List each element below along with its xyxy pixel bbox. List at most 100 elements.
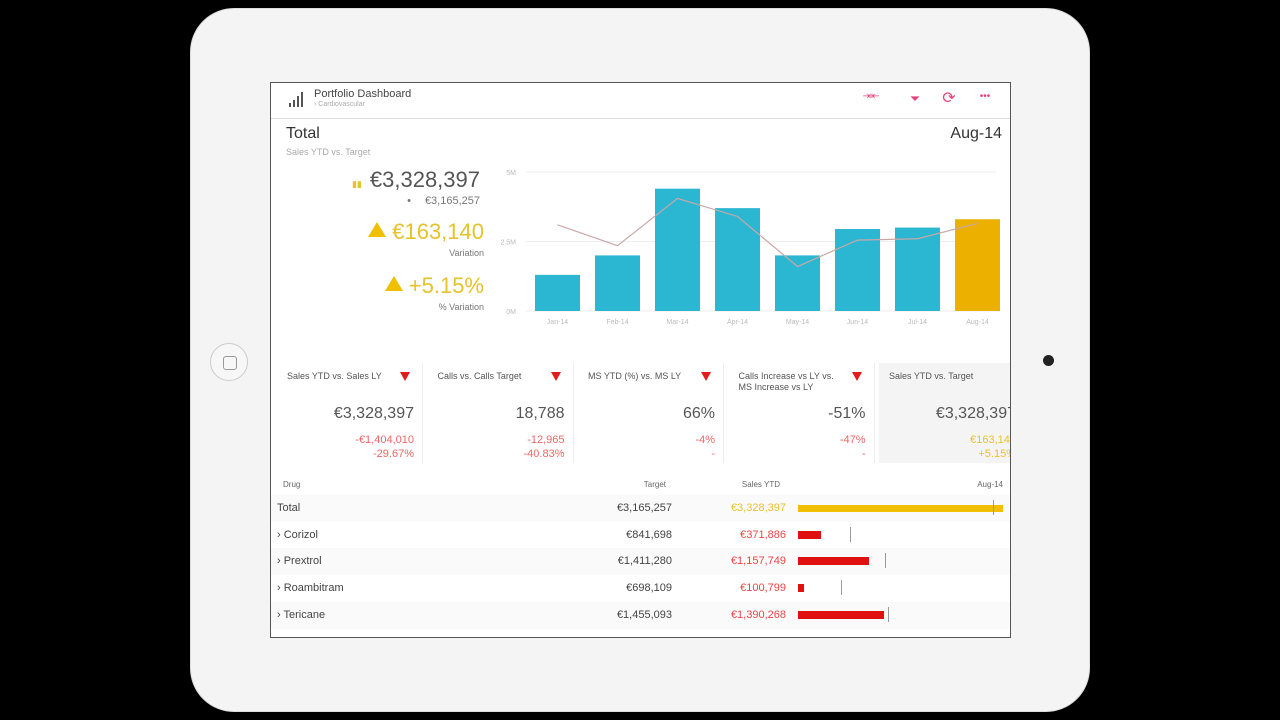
sales-bar — [798, 584, 805, 593]
x-tick-label: Mar-14 — [666, 319, 688, 326]
card-value: 66% — [682, 405, 715, 422]
card-delta: -€1,404,010 — [355, 434, 414, 446]
x-tick-label: Feb-14 — [606, 319, 628, 326]
target-marker — [992, 500, 994, 515]
table-row[interactable]: Total €3,165,257 €3,328,397 — [271, 495, 1010, 522]
card-pct: -29.67% — [373, 448, 414, 460]
target-cell: €1,455,093 — [616, 608, 672, 621]
down-triangle-icon — [851, 372, 862, 381]
sales-bar — [798, 530, 821, 539]
target-marker — [884, 553, 886, 569]
up-triangle-icon — [384, 276, 403, 291]
dashboard-screen: Portfolio Dashboard › Cardiovascular ⇥⇤ … — [270, 82, 1011, 638]
col-period: Aug-14 — [977, 480, 1003, 489]
down-triangle-icon — [550, 372, 561, 381]
card-value: €3,328,397 — [935, 405, 1011, 422]
drug-name[interactable]: › Prextrol — [277, 555, 322, 568]
sales-cell: €1,390,268 — [730, 608, 786, 621]
card-pct: -40.83% — [523, 448, 565, 460]
x-tick-label: Jan-14 — [547, 319, 569, 326]
section-subtitle: Sales YTD vs. Target — [286, 147, 371, 157]
bar-Feb-14 — [595, 255, 640, 311]
target-cell: €3,165,257 — [616, 502, 672, 514]
card-delta: -12,965 — [527, 434, 565, 446]
sales-cell: €3,328,397 — [730, 502, 786, 514]
card-title: Calls Increase vs LY vs. MS Increase vs … — [738, 371, 834, 392]
card-title: MS YTD (%) vs. MS LY — [588, 371, 682, 381]
filter-icon[interactable]: ⏷ — [909, 91, 921, 106]
bar-Jun-14 — [835, 228, 880, 311]
card-value: -51% — [828, 405, 866, 422]
kpi-cards: Sales YTD vs. Sales LY €3,328,397 -€1,40… — [271, 363, 1011, 463]
more-icon[interactable]: ••• — [979, 91, 991, 102]
drug-name: Total — [277, 502, 301, 514]
card-title: Sales YTD vs. Target — [889, 371, 974, 381]
up-triangle-icon — [368, 222, 387, 237]
card-delta: -4% — [695, 434, 715, 446]
bar-chart-logo-icon — [289, 92, 303, 107]
x-tick-label: Aug-14 — [966, 319, 989, 326]
target-cell: €698,109 — [626, 582, 672, 595]
collapse-icon[interactable]: ⇥⇤ — [862, 91, 880, 102]
card-pct: - — [861, 448, 866, 460]
sales-value: ▮▮ €3,328,397 — [351, 167, 480, 192]
card-delta: €163,140 — [970, 434, 1010, 446]
kpi-card[interactable]: Sales YTD vs. Sales LY €3,328,397 -€1,40… — [277, 363, 423, 463]
card-title: Calls vs. Calls Target — [437, 371, 522, 381]
variation-label: Variation — [449, 248, 484, 258]
sales-bar — [798, 505, 1003, 512]
target-cell: €841,698 — [626, 528, 672, 541]
pct-variation-value: +5.15% — [384, 273, 484, 299]
card-value: 18,788 — [515, 405, 565, 422]
target-marker — [887, 606, 889, 622]
x-tick-label: Jul-14 — [908, 319, 927, 326]
kpi-card[interactable]: Calls Increase vs LY vs. MS Increase vs … — [729, 363, 875, 463]
card-pct: - — [711, 448, 715, 460]
card-value: €3,328,397 — [333, 405, 414, 422]
table-row[interactable]: › Roambitram €698,109 €100,799 — [271, 575, 1010, 602]
pct-variation-label: % Variation — [438, 302, 484, 312]
y-tick-label: 5M — [506, 170, 516, 177]
x-tick-label: Jun-14 — [847, 319, 869, 326]
col-drug: Drug — [283, 480, 301, 489]
kpi-card[interactable]: Calls vs. Calls Target 18,788 -12,965 -4… — [428, 363, 574, 463]
kpi-card[interactable]: Sales YTD vs. Target €3,328,397 €163,140… — [879, 363, 1011, 463]
home-button[interactable] — [210, 343, 248, 381]
bar-icon: ▮▮ — [351, 179, 362, 189]
breadcrumb[interactable]: › Cardiovascular — [314, 101, 365, 108]
bar-Aug-14 — [955, 219, 1000, 311]
bar-Apr-14 — [715, 208, 760, 311]
period-label[interactable]: Aug-14 — [950, 125, 1002, 142]
target-marker — [840, 580, 842, 596]
camera — [1043, 355, 1054, 366]
app-title: Portfolio Dashboard — [314, 88, 412, 100]
sales-cell: €1,157,749 — [730, 555, 786, 568]
drug-name[interactable]: › Roambitram — [277, 582, 344, 595]
monthly-sales-chart: 0M 2.5M 5M Jan-14 Feb-14 Mar-14 Apr-14 May-14 Ju… — [500, 170, 1000, 326]
section-title: Total — [286, 125, 320, 142]
kpi-card[interactable]: MS YTD (%) vs. MS LY 66% -4% - — [578, 363, 724, 463]
table-row[interactable]: › Tericane €1,455,093 €1,390,268 — [271, 601, 1010, 629]
refresh-icon[interactable]: ⟳ — [942, 90, 956, 107]
x-tick-label: Apr-14 — [727, 319, 748, 326]
sales-bar — [798, 557, 870, 566]
x-tick-label: May-14 — [786, 319, 809, 326]
target-value: • €3,165,257 — [407, 195, 480, 207]
card-delta: -47% — [839, 434, 866, 446]
target-marker-icon: • — [407, 195, 411, 207]
target-marker — [849, 526, 851, 542]
bar-May-14 — [775, 255, 820, 311]
target-line — [557, 197, 978, 268]
drug-name[interactable]: › Corizol — [277, 528, 318, 541]
card-pct: +5.15% — [978, 448, 1010, 460]
variation-value: €163,140 — [368, 219, 484, 245]
sales-bar — [798, 610, 884, 619]
col-sales: Sales YTD — [741, 480, 780, 489]
table-row[interactable]: › Prextrol €1,411,280 €1,157,749 — [271, 548, 1010, 576]
col-target: Target — [643, 480, 666, 489]
bar-Jul-14 — [895, 227, 940, 311]
table-row[interactable]: › Corizol €841,698 €371,886 — [271, 522, 1010, 549]
drug-name[interactable]: › Tericane — [277, 608, 326, 621]
down-triangle-icon — [701, 372, 711, 381]
bar-Jan-14 — [535, 274, 580, 311]
